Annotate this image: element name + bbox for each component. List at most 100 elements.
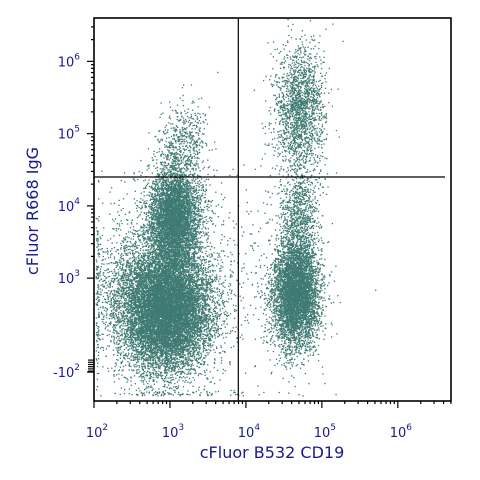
event-dot	[105, 307, 106, 308]
event-dot	[146, 391, 147, 392]
event-dot	[176, 291, 177, 292]
event-dot	[215, 338, 216, 339]
event-dot	[152, 390, 153, 391]
event-dot	[157, 375, 158, 376]
event-dot	[208, 325, 209, 326]
event-dot	[216, 332, 217, 333]
event-dot	[218, 300, 219, 301]
event-dot	[198, 375, 199, 376]
event-dot	[120, 257, 121, 258]
event-dot	[130, 377, 131, 378]
event-dot	[185, 380, 186, 381]
event-dot	[205, 234, 206, 235]
event-dot	[114, 269, 115, 270]
event-dot	[157, 395, 158, 396]
event-dot	[222, 262, 223, 263]
event-dot	[126, 382, 127, 383]
event-dot	[96, 389, 97, 390]
event-dot	[214, 323, 215, 324]
event-dot	[130, 253, 131, 254]
event-dot	[117, 324, 118, 325]
event-dot	[212, 274, 213, 275]
event-dot	[199, 264, 200, 265]
event-dot	[197, 306, 198, 307]
event-dot	[219, 318, 220, 319]
event-dot	[107, 345, 108, 346]
event-dot	[138, 369, 139, 370]
event-dot	[213, 322, 214, 323]
event-dot	[201, 374, 202, 375]
event-dot	[215, 315, 216, 316]
event-dot	[210, 249, 211, 250]
event-dot	[228, 315, 229, 316]
event-dot	[168, 348, 169, 349]
event-dot	[219, 379, 220, 380]
event-dot	[106, 317, 107, 318]
event-dot	[215, 281, 216, 282]
event-dot	[122, 302, 123, 303]
event-dot	[221, 296, 222, 297]
event-dot	[156, 362, 157, 363]
event-dot	[153, 346, 154, 347]
event-dot	[178, 392, 179, 393]
event-dot	[156, 377, 157, 378]
event-dot	[161, 372, 162, 373]
event-dot	[177, 375, 178, 376]
event-dot	[212, 299, 213, 300]
event-dot	[186, 369, 187, 370]
event-dot	[180, 395, 181, 396]
event-dot	[221, 347, 222, 348]
event-dot	[210, 296, 211, 297]
event-dot	[178, 369, 179, 370]
event-dot	[186, 394, 187, 395]
event-dot	[197, 354, 198, 355]
event-dot	[244, 267, 245, 268]
event-dot	[113, 336, 114, 337]
event-dot	[225, 327, 226, 328]
event-dot	[212, 316, 213, 317]
event-dot	[117, 305, 118, 306]
event-dot	[200, 304, 201, 305]
event-dot	[208, 232, 209, 233]
event-dot	[173, 386, 174, 387]
event-dot	[196, 324, 197, 325]
event-dot	[131, 355, 132, 356]
event-dot	[137, 354, 138, 355]
event-dot	[197, 347, 198, 348]
event-dot	[221, 250, 222, 251]
event-dot	[106, 315, 107, 316]
event-dot	[253, 314, 254, 315]
event-dot	[120, 349, 121, 350]
event-dot	[206, 306, 207, 307]
event-dot	[221, 295, 222, 296]
event-dot	[223, 282, 224, 283]
event-dot	[153, 363, 154, 364]
event-dot	[227, 333, 228, 334]
event-dot	[204, 207, 205, 208]
event-dot	[118, 344, 119, 345]
event-dot	[190, 272, 191, 273]
event-dot	[113, 374, 114, 375]
event-dot	[150, 377, 151, 378]
event-dot	[203, 361, 204, 362]
event-dot	[196, 391, 197, 392]
event-dot	[133, 359, 134, 360]
event-dot	[153, 374, 154, 375]
event-dot	[108, 286, 109, 287]
event-dot	[201, 293, 202, 294]
event-dot	[140, 242, 141, 243]
event-dot	[214, 302, 215, 303]
event-dot	[211, 320, 212, 321]
event-dot	[129, 358, 130, 359]
event-dot	[208, 314, 209, 315]
event-dot	[116, 337, 117, 338]
event-dot	[128, 353, 129, 354]
event-dot	[217, 321, 218, 322]
event-dot	[129, 388, 130, 389]
event-dot	[217, 370, 218, 371]
event-dot	[203, 334, 204, 335]
event-dot	[151, 376, 152, 377]
event-dot	[140, 250, 141, 251]
event-dot	[143, 250, 144, 251]
event-dot	[208, 331, 209, 332]
